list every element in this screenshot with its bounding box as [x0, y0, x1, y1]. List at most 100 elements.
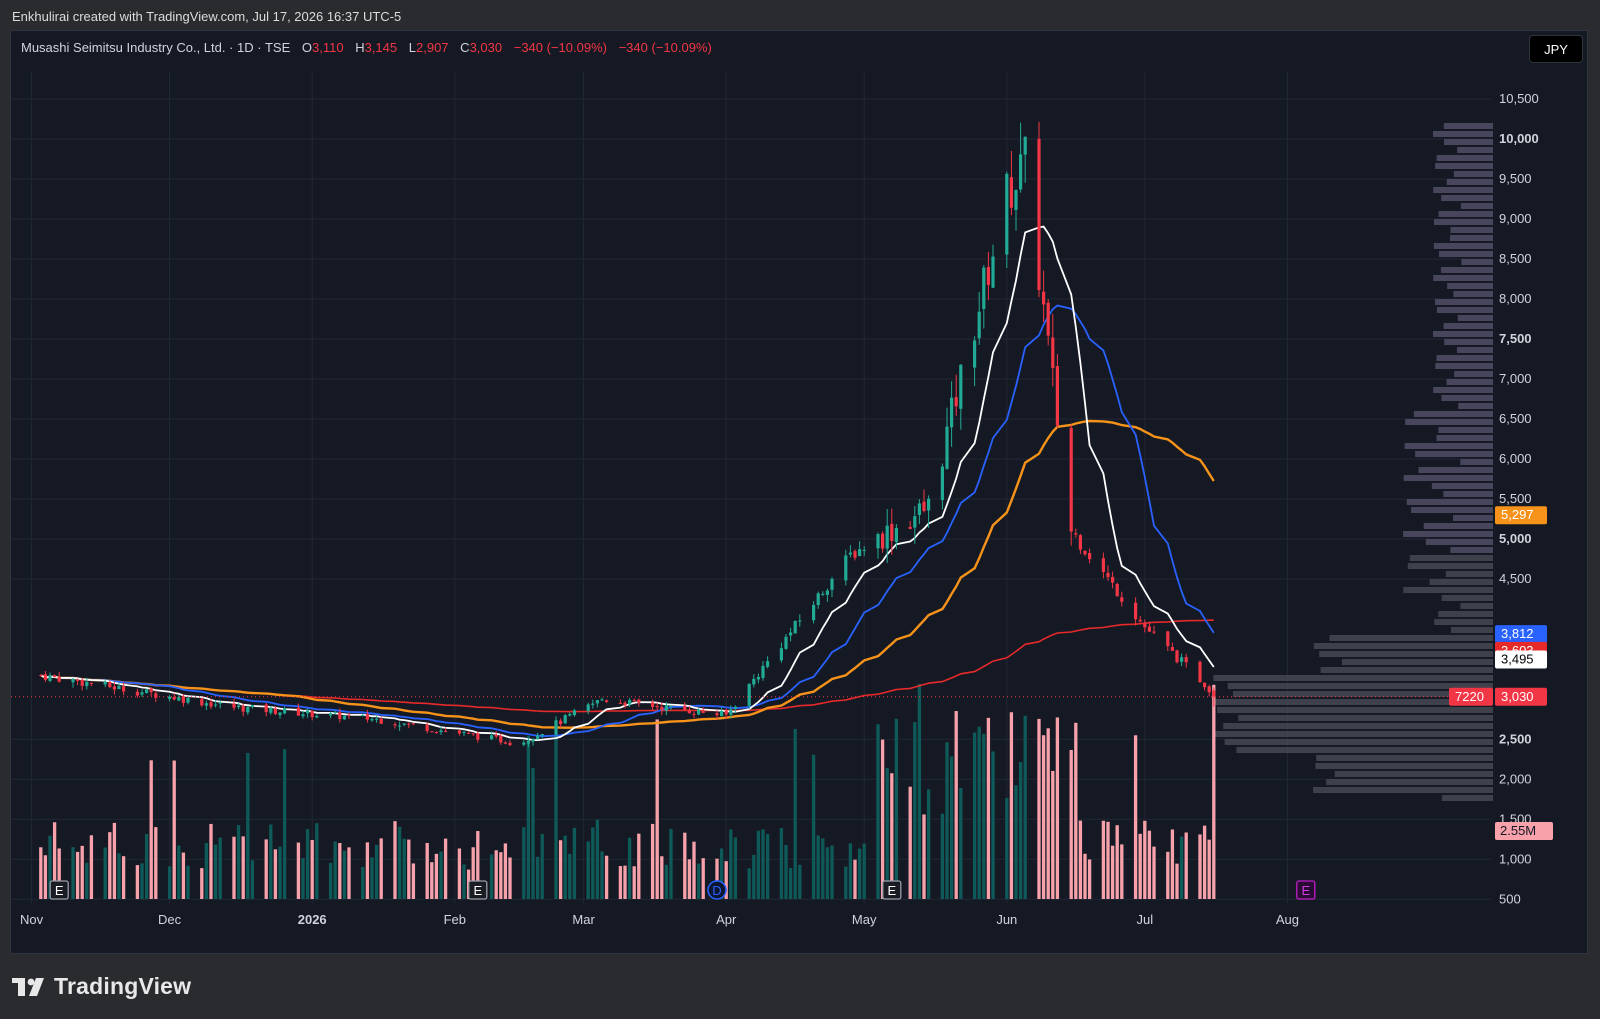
volume-bar [926, 789, 931, 899]
profile-bar [1407, 563, 1493, 569]
candle-body [812, 604, 816, 621]
volume-bar [862, 843, 866, 899]
price-tick-label: 2,000 [1499, 771, 1532, 786]
volume-bar [724, 861, 728, 899]
volume-bar [374, 844, 379, 899]
tradingview-wordmark: TradingView [54, 973, 192, 999]
volume-bar [57, 848, 61, 899]
currency-button[interactable]: JPY [1529, 35, 1583, 63]
volume-bar [890, 773, 894, 899]
volume-bar [402, 838, 406, 899]
volume-bar [140, 863, 144, 899]
volume-bar [798, 864, 802, 899]
volume-bar [1078, 820, 1083, 899]
profile-bar [1461, 259, 1493, 265]
volume-profile [1213, 123, 1493, 801]
profile-bar [1326, 779, 1493, 785]
candle-body [1111, 576, 1115, 583]
candle-body [1037, 138, 1041, 291]
candle-body [540, 733, 544, 736]
volume-bar [554, 733, 558, 899]
candle-body [232, 703, 236, 708]
candle-body [1046, 302, 1050, 336]
profile-bar [1447, 283, 1493, 289]
countdown-badge [1449, 687, 1493, 706]
volume-bar [1005, 798, 1009, 899]
candle-body [89, 682, 93, 685]
volume-bar [39, 847, 43, 899]
profile-bar [1435, 363, 1493, 369]
profile-bar [1213, 675, 1493, 681]
volume-bar [922, 814, 926, 899]
volume-bar [991, 751, 995, 899]
candle-body [526, 740, 530, 744]
profile-bar [1436, 307, 1493, 313]
candle-body [917, 503, 921, 515]
volume-bar [75, 851, 80, 899]
volume-bar [1101, 820, 1106, 899]
candle-body [411, 723, 415, 725]
candle-body [393, 724, 397, 726]
candle-body [375, 718, 379, 720]
candle-body [1198, 661, 1202, 683]
candle-body [1005, 173, 1009, 255]
candle-body [186, 697, 190, 703]
volume-bar [177, 845, 181, 899]
change-pct: −340 (−10.09%) [618, 40, 712, 55]
candle-body [1180, 657, 1184, 662]
candle-body [1014, 189, 1018, 210]
volume-bar [43, 855, 48, 899]
profile-bar [1436, 155, 1493, 161]
candle-body [200, 698, 204, 706]
volume-bar [48, 835, 52, 899]
profile-bar [1403, 475, 1493, 481]
volume-bar [278, 846, 282, 899]
volume-bar [250, 860, 255, 899]
candle-body [637, 699, 641, 703]
volume-bar [1184, 832, 1188, 899]
profile-bar [1444, 339, 1493, 345]
volume-bar [701, 858, 705, 899]
volume-bar [1069, 749, 1073, 899]
earnings-event-icon [1296, 880, 1316, 900]
profile-bar [1415, 451, 1493, 457]
candle-body [246, 706, 250, 713]
candle-body [651, 702, 655, 707]
candle-body [881, 533, 885, 549]
volume-bar [765, 834, 770, 899]
volume-bar [167, 866, 172, 899]
profile-bar [1438, 427, 1493, 433]
candle-body [209, 702, 213, 707]
candle-body [1120, 597, 1124, 602]
candle-body [1138, 619, 1142, 622]
candle-body [296, 707, 300, 716]
candle-body [858, 549, 862, 557]
profile-bar [1413, 411, 1493, 417]
candle-body [1134, 602, 1138, 620]
volume-bar [1051, 770, 1055, 899]
candle-body [692, 713, 696, 715]
tradingview-logo-icon [12, 978, 44, 996]
candle-body [1009, 177, 1013, 208]
event-letter: E [1301, 883, 1310, 898]
profile-bar [1443, 323, 1493, 329]
ma-red-line [40, 619, 1214, 713]
candle-body [848, 552, 852, 555]
earnings-event-icon [49, 880, 69, 900]
candle-body [1083, 551, 1087, 555]
candle-body [973, 340, 977, 368]
volume-bar [531, 768, 535, 899]
candle-body [172, 697, 176, 700]
candle-body [862, 549, 866, 551]
chart-panel[interactable]: 10,500 10,000 9,500 9,000 8,500 8,000 7,500 7,0… [10, 30, 1588, 954]
candle-body [434, 731, 438, 733]
earnings-event-icon [468, 880, 488, 900]
candle-body [250, 705, 254, 707]
volume-bar [535, 856, 540, 899]
profile-bar [1453, 291, 1493, 297]
candle-body [471, 733, 475, 735]
price-chart[interactable]: 10,500 10,000 9,500 9,000 8,500 8,000 7,500 7,0… [11, 31, 1589, 955]
volume-bar [913, 722, 917, 899]
candle-body [273, 708, 277, 715]
volume-bar [568, 853, 572, 899]
